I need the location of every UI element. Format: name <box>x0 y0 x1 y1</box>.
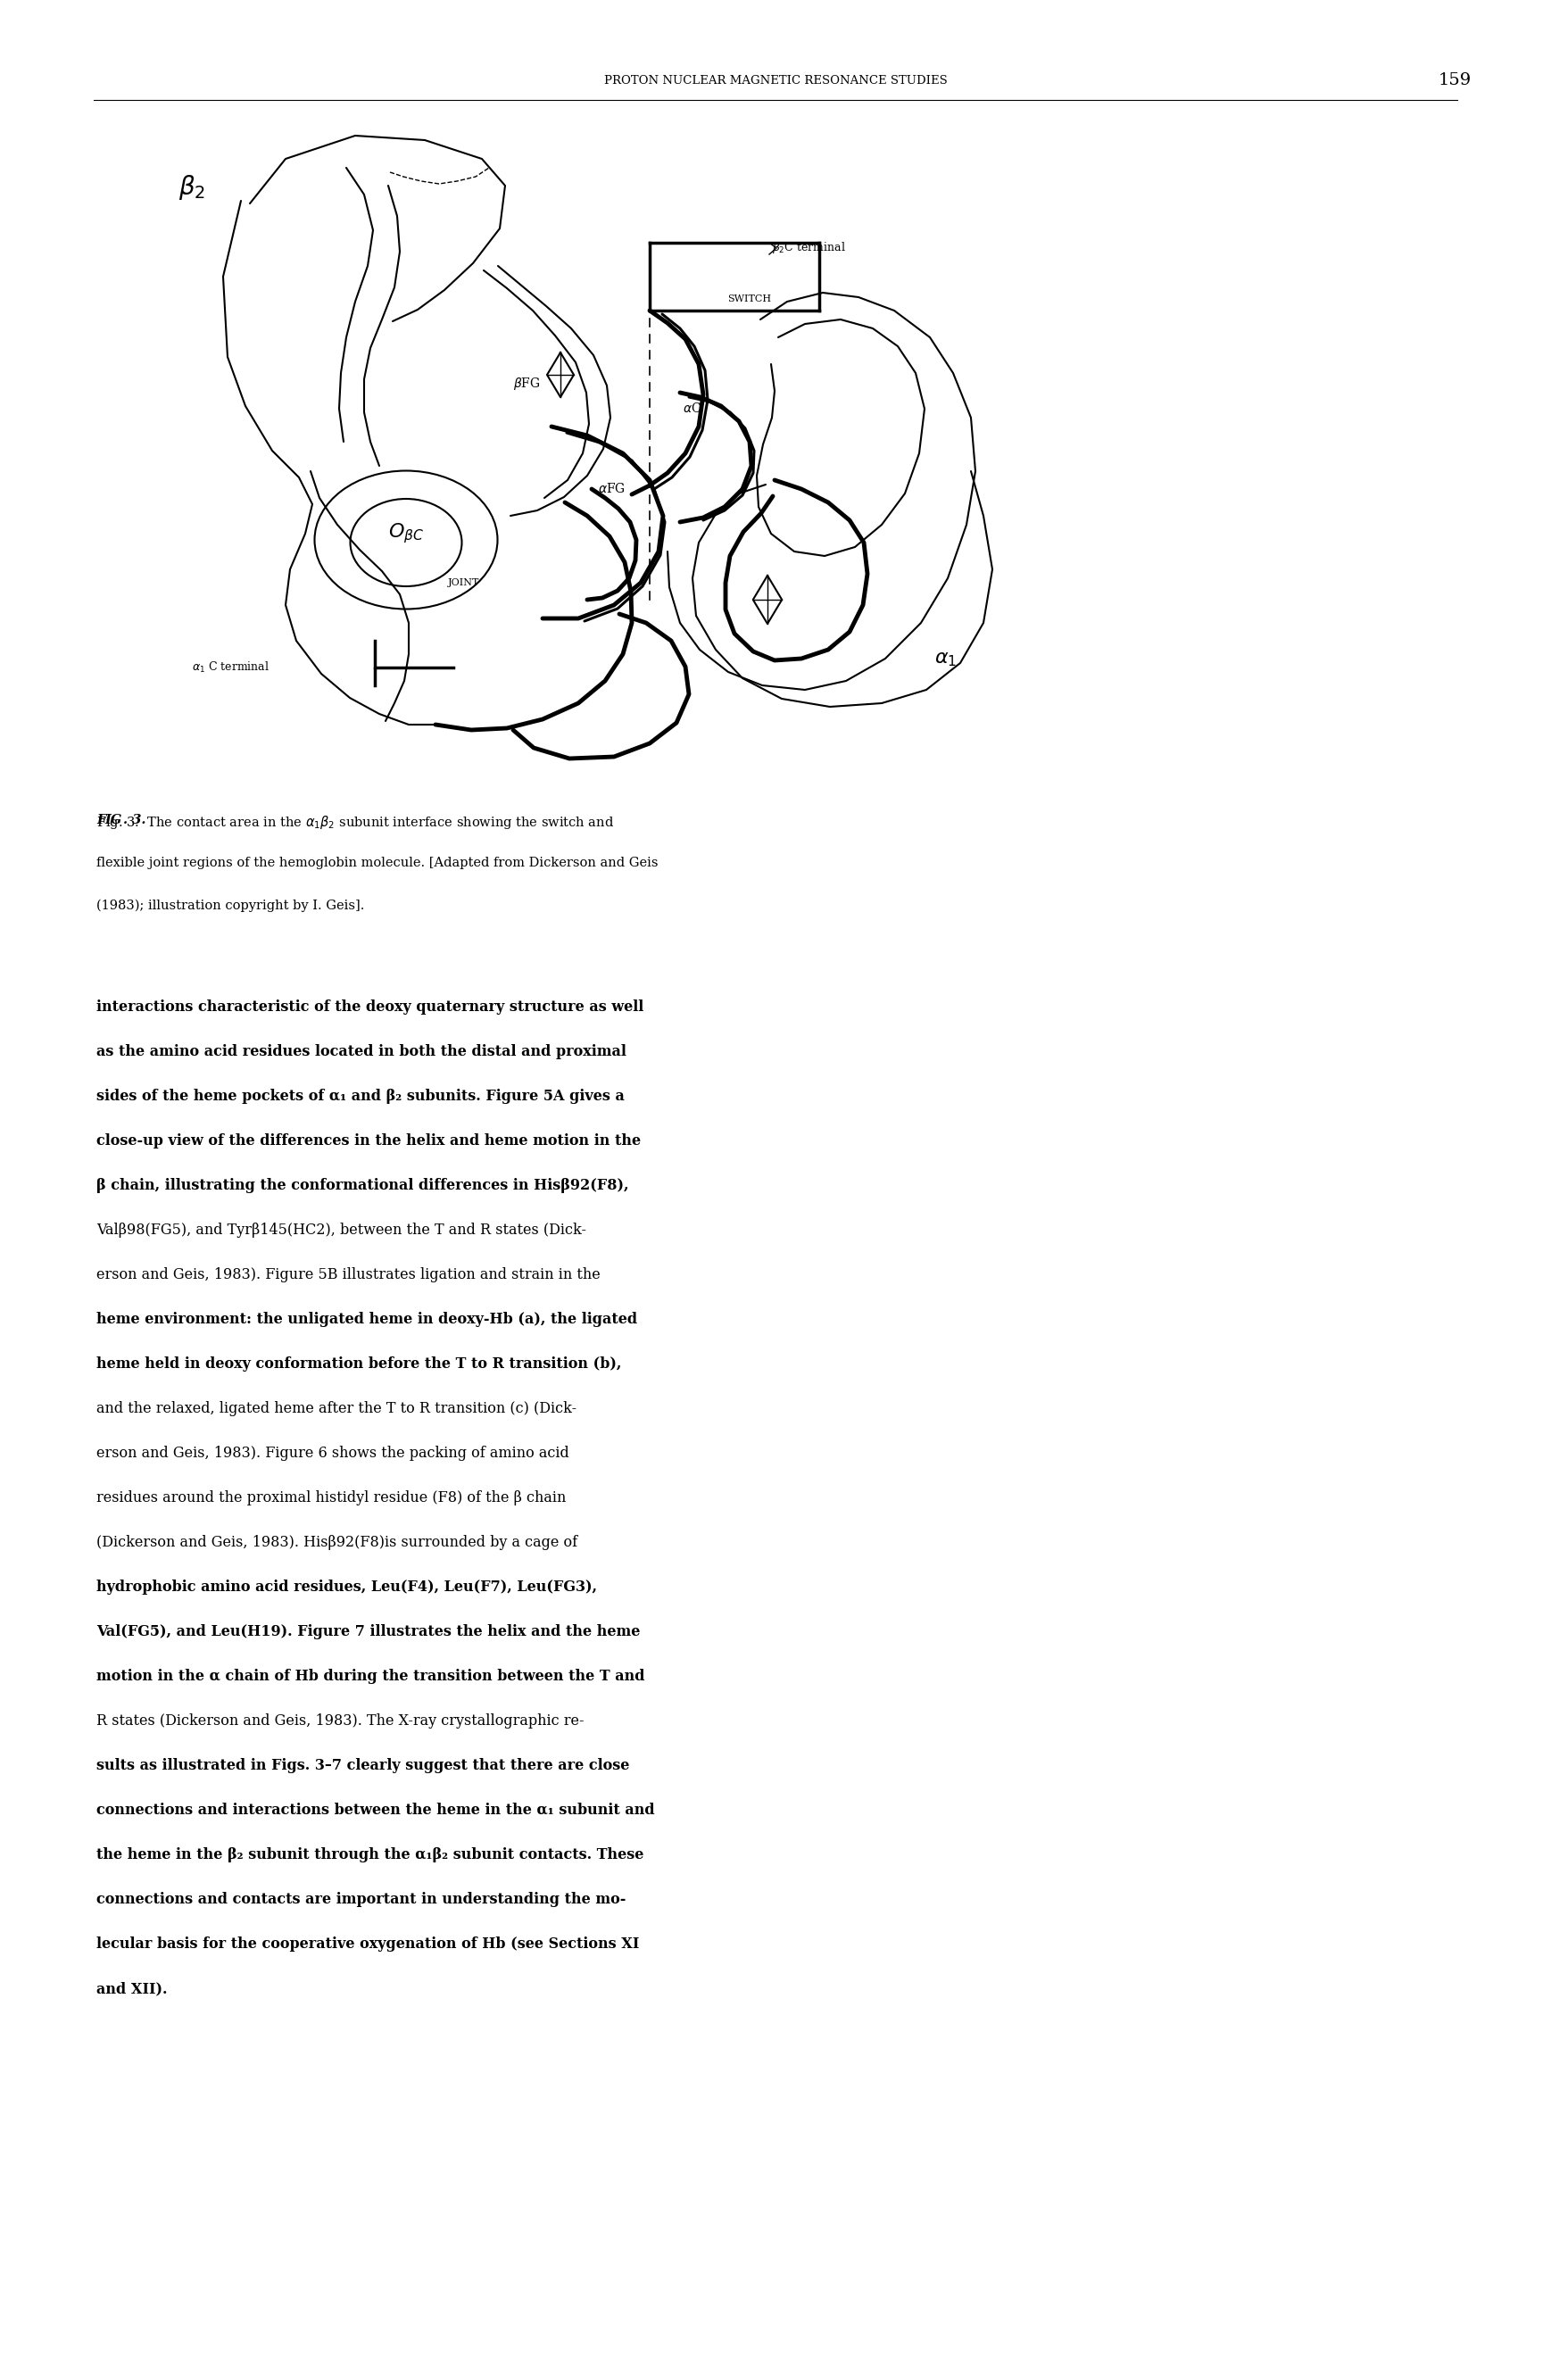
Text: 159: 159 <box>1438 71 1472 88</box>
Text: flexible joint regions of the hemoglobin molecule. [Adapted from Dickerson and G: flexible joint regions of the hemoglobin… <box>96 857 658 869</box>
Text: lecular basis for the cooperative oxygenation of Hb (see Sections XI: lecular basis for the cooperative oxygen… <box>96 1937 639 1952</box>
Text: β chain, illustrating the conformational differences in Hisβ92(F8),: β chain, illustrating the conformational… <box>96 1178 628 1192</box>
Text: interactions characteristic of the deoxy quaternary structure as well: interactions characteristic of the deoxy… <box>96 1000 644 1014</box>
Text: Valβ98(FG5), and Tyrβ145(HC2), between the T and R states (Dick-: Valβ98(FG5), and Tyrβ145(HC2), between t… <box>96 1223 586 1238</box>
Text: and the relaxed, ligated heme after the T to R transition (c) (Dick-: and the relaxed, ligated heme after the … <box>96 1402 577 1416</box>
Text: $\alpha$C: $\alpha$C <box>682 402 701 416</box>
Text: $\beta_2$: $\beta_2$ <box>178 174 205 202</box>
Text: and XII).: and XII). <box>96 1980 168 1997</box>
Text: close-up view of the differences in the helix and heme motion in the: close-up view of the differences in the … <box>96 1133 641 1150</box>
Text: the heme in the β₂ subunit through the α₁β₂ subunit contacts. These: the heme in the β₂ subunit through the α… <box>96 1847 644 1864</box>
Text: (1983); illustration copyright by I. Geis].: (1983); illustration copyright by I. Gei… <box>96 900 364 912</box>
Text: hydrophobic amino acid residues, Leu(F4), Leu(F7), Leu(FG3),: hydrophobic amino acid residues, Leu(F4)… <box>96 1580 597 1595</box>
Text: R states (Dickerson and Geis, 1983). The X-ray crystallographic re-: R states (Dickerson and Geis, 1983). The… <box>96 1714 585 1728</box>
Text: $\beta$FG: $\beta$FG <box>513 376 540 393</box>
Text: connections and contacts are important in understanding the mo-: connections and contacts are important i… <box>96 1892 627 1906</box>
Text: . 3.: . 3. <box>123 814 146 826</box>
Text: PROTON NUCLEAR MAGNETIC RESONANCE STUDIES: PROTON NUCLEAR MAGNETIC RESONANCE STUDIE… <box>603 74 948 86</box>
Text: F: F <box>96 814 105 826</box>
Text: heme held in deoxy conformation before the T to R transition (b),: heme held in deoxy conformation before t… <box>96 1357 622 1371</box>
Text: Val(FG5), and Leu(H19). Figure 7 illustrates the helix and the heme: Val(FG5), and Leu(H19). Figure 7 illustr… <box>96 1623 641 1640</box>
Text: Fig. 3.  The contact area in the $\alpha_1\beta_2$ subunit interface showing the: Fig. 3. The contact area in the $\alpha_… <box>96 814 614 831</box>
Text: motion in the α chain of Hb during the transition between the T and: motion in the α chain of Hb during the t… <box>96 1668 645 1685</box>
Text: connections and interactions between the heme in the α₁ subunit and: connections and interactions between the… <box>96 1802 655 1818</box>
Text: erson and Geis, 1983). Figure 6 shows the packing of amino acid: erson and Geis, 1983). Figure 6 shows th… <box>96 1445 569 1461</box>
Text: residues around the proximal histidyl residue (F8) of the β chain: residues around the proximal histidyl re… <box>96 1490 566 1507</box>
Text: erson and Geis, 1983). Figure 5B illustrates ligation and strain in the: erson and Geis, 1983). Figure 5B illustr… <box>96 1266 600 1283</box>
Text: SWITCH: SWITCH <box>727 295 771 302</box>
Text: as the amino acid residues located in both the distal and proximal: as the amino acid residues located in bo… <box>96 1045 627 1059</box>
Text: $O_{\beta C}$: $O_{\beta C}$ <box>388 521 423 545</box>
Text: JOINT: JOINT <box>448 578 479 588</box>
Text: sults as illustrated in Figs. 3–7 clearly suggest that there are close: sults as illustrated in Figs. 3–7 clearl… <box>96 1759 630 1773</box>
Text: $\beta_2$C terminal: $\beta_2$C terminal <box>772 240 845 255</box>
Text: $\alpha_1$: $\alpha_1$ <box>935 650 957 669</box>
Text: $\alpha_1$ C terminal: $\alpha_1$ C terminal <box>192 659 270 674</box>
Text: IG: IG <box>104 814 121 826</box>
Text: heme environment: the unligated heme in deoxy-Hb (a), the ligated: heme environment: the unligated heme in … <box>96 1311 637 1328</box>
Text: sides of the heme pockets of α₁ and β₂ subunits. Figure 5A gives a: sides of the heme pockets of α₁ and β₂ s… <box>96 1088 625 1104</box>
Text: $\alpha$FG: $\alpha$FG <box>597 483 625 495</box>
Text: (Dickerson and Geis, 1983). Hisβ92(F8)is surrounded by a cage of: (Dickerson and Geis, 1983). Hisβ92(F8)is… <box>96 1535 577 1549</box>
